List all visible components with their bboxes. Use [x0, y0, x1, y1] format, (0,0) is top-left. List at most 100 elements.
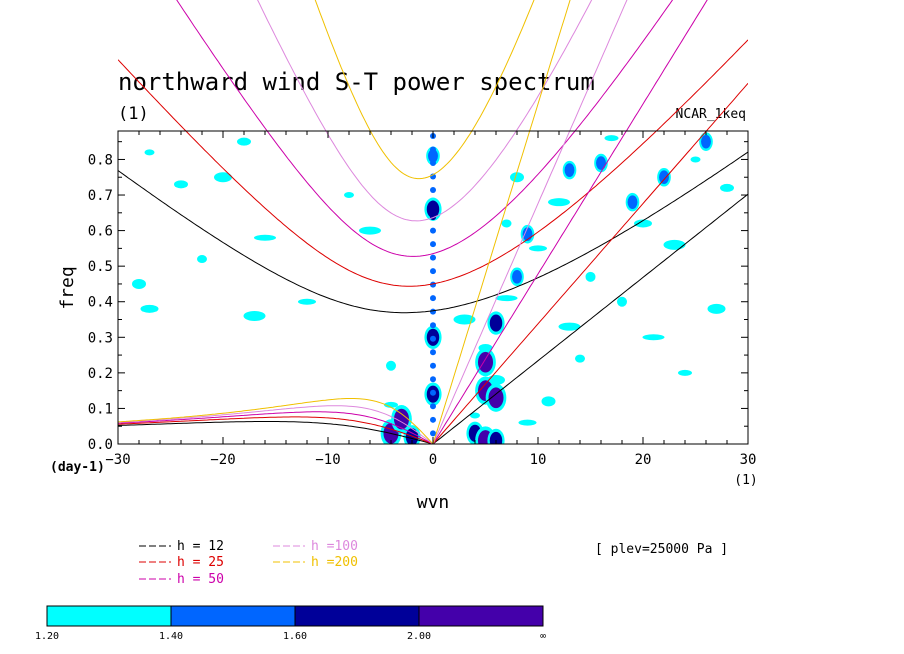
dispersion-line: [118, 405, 434, 444]
colorbar-label: 1.20: [35, 631, 59, 642]
level-annotation: [ plev=25000 Pa ]: [595, 542, 728, 557]
dispersion-curves: [118, 0, 748, 444]
y-axis-label: freq: [57, 266, 78, 309]
power-blob-core: [489, 431, 503, 444]
wvn0-peak: [430, 349, 436, 356]
low-power-blob: [690, 156, 701, 163]
y-tick-label: 0.5: [88, 259, 113, 275]
wvn0-peak: [430, 241, 436, 248]
dispersion-line: [432, 193, 748, 444]
low-power-blob: [197, 255, 207, 264]
low-power-blob: [548, 198, 570, 207]
low-power-blob: [642, 334, 665, 341]
legend-label: h =200: [311, 555, 358, 570]
dispersion-line: [118, 416, 434, 444]
low-power-blob: [214, 172, 232, 183]
low-power-blob: [254, 234, 276, 241]
power-blob-core: [659, 170, 669, 185]
low-power-blob: [243, 310, 266, 321]
x-tick-label: −30: [105, 452, 130, 468]
colorbar-segment: [170, 605, 296, 627]
wvn0-peak: [430, 295, 436, 302]
x-tick-label: 0: [429, 452, 437, 468]
chart-subtitle-left: (1): [118, 104, 149, 124]
wvn0-peak: [430, 227, 436, 234]
spectrum-field: [132, 132, 734, 444]
wvn0-peak: [430, 403, 436, 410]
x-axis-label: wvn: [417, 492, 450, 513]
low-power-blob: [237, 137, 251, 146]
low-power-blob: [575, 354, 585, 363]
low-power-blob: [541, 396, 556, 407]
low-power-blob: [144, 149, 155, 156]
x-tick-label: 20: [635, 452, 652, 468]
low-power-blob: [384, 401, 398, 408]
y-tick-label: 0.1: [88, 401, 113, 417]
wvn0-peak: [430, 416, 436, 423]
low-power-blob: [510, 172, 524, 183]
dispersion-line: [118, 39, 748, 287]
x-tick-label: 30: [740, 452, 757, 468]
low-power-blob: [470, 412, 480, 419]
colorbar: 1.20 1.40 1.60 2.00 ∞: [35, 605, 546, 642]
wvn0-peak: [430, 430, 436, 437]
colorbar-label: ∞: [540, 631, 546, 642]
power-blob-core: [564, 163, 575, 177]
wvn0-peak: [430, 160, 436, 167]
y-tick-label: 0.0: [88, 437, 113, 453]
wvn0-peak: [430, 389, 436, 396]
colorbar-label: 1.40: [159, 631, 183, 642]
low-power-blob: [495, 295, 518, 302]
dispersion-line: [432, 82, 748, 444]
low-power-blob: [174, 180, 188, 189]
low-power-blob: [386, 360, 396, 371]
legend-label: h =100: [311, 539, 358, 554]
colorbar-segment: [418, 605, 544, 627]
colorbar-label: 2.00: [407, 631, 431, 642]
wvn0-peak: [430, 268, 436, 275]
power-blob-core: [489, 314, 503, 332]
low-power-blob: [140, 304, 159, 313]
x-unit-right: (1): [734, 473, 757, 488]
power-blob-core: [512, 270, 522, 284]
low-power-blob: [529, 245, 547, 252]
y-tick-label: 0.7: [88, 188, 113, 204]
dispersion-line: [257, 0, 593, 222]
low-power-blob: [359, 226, 381, 235]
y-tick-label: 0.2: [88, 366, 113, 382]
dispersion-line: [118, 411, 434, 444]
low-power-blob: [132, 278, 146, 289]
low-power-blob: [604, 135, 619, 142]
x-tick-label: −10: [315, 452, 340, 468]
x-tick-label: −20: [210, 452, 235, 468]
y-tick-label: 0.3: [88, 330, 113, 346]
x-tick-label: 10: [530, 452, 547, 468]
low-power-blob: [663, 239, 686, 250]
dispersion-line: [432, 0, 628, 444]
dispersion-line: [118, 398, 434, 444]
wvn0-peak: [430, 335, 436, 342]
low-power-blob: [501, 219, 512, 228]
dispersion-line: [432, 0, 571, 444]
low-power-blob: [707, 303, 726, 314]
wvn0-peak: [430, 187, 436, 194]
wvn0-peak: [430, 308, 436, 315]
low-power-blob: [634, 219, 652, 228]
wvn0-peak: [430, 322, 436, 329]
low-power-blob: [453, 314, 476, 325]
low-power-blob: [558, 322, 581, 331]
low-power-blob: [518, 419, 537, 426]
y-axis: 0.0 0.1 0.2 0.3 0.4 0.5 0.6 0.7 0.8: [88, 141, 748, 453]
chart-title: northward wind S-T power spectrum: [118, 68, 595, 96]
low-power-blob: [298, 298, 316, 305]
power-blob-core: [701, 134, 711, 149]
colorbar-segment: [294, 605, 420, 627]
low-power-blob: [344, 192, 354, 199]
chart-subtitle-right: NCAR_1keq: [676, 107, 746, 122]
power-blob-core: [477, 351, 494, 373]
low-power-blob: [678, 369, 692, 376]
wvn0-peak: [430, 362, 436, 369]
dispersion-line: [314, 0, 535, 180]
y-tick-label: 0.8: [88, 152, 113, 168]
